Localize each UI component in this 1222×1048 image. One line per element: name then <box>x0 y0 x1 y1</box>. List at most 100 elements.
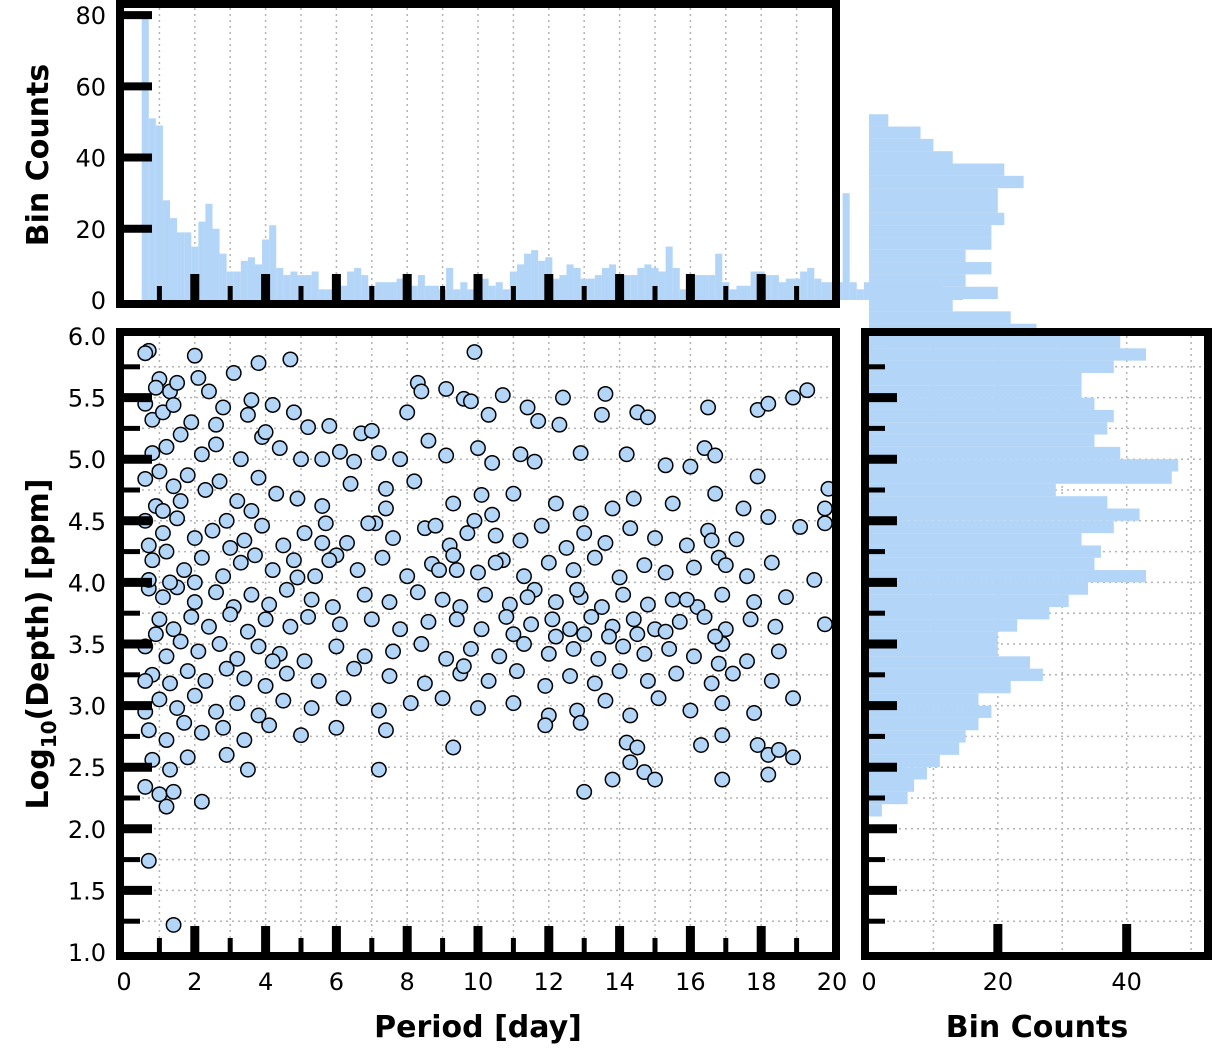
top-histogram-bar <box>601 267 609 300</box>
scatter-point <box>664 591 681 608</box>
scatter-point <box>162 574 178 591</box>
scatter-point <box>378 480 394 497</box>
scatter-point <box>448 562 465 579</box>
scatter-point <box>271 440 288 457</box>
right-histogram-bar <box>869 730 966 743</box>
scatter-point <box>537 717 554 734</box>
scatter-point <box>714 771 731 788</box>
scatter-point <box>137 673 154 689</box>
top-histogram-bar <box>516 264 525 300</box>
scatter-point <box>275 692 292 709</box>
scatter-point <box>331 616 348 633</box>
scatter-point <box>639 409 656 426</box>
scatter-y-tick-label: 6.0 <box>68 323 106 351</box>
scatter-point <box>363 422 380 439</box>
scatter-point <box>540 645 557 662</box>
scatter-point <box>385 530 401 546</box>
top-histogram-bar <box>410 285 418 300</box>
scatter-point <box>378 500 394 517</box>
top-histogram-bar <box>651 267 659 300</box>
scatter-point <box>172 493 189 510</box>
scatter-point <box>636 557 653 574</box>
scatter-point <box>162 675 178 692</box>
right-histogram-bar <box>869 656 1031 669</box>
scatter-point <box>303 591 320 608</box>
scatter-point <box>661 640 678 657</box>
scatter-y-tick-label: 2.0 <box>68 816 106 844</box>
scatter-point <box>356 648 373 665</box>
top-histogram-bar <box>566 264 574 300</box>
scatter-point <box>289 569 306 586</box>
scatter-point <box>438 381 455 397</box>
scatter-point <box>555 389 571 406</box>
scatter-point <box>147 626 164 643</box>
scatter-point <box>169 700 186 717</box>
scatter-point <box>250 638 267 655</box>
scatter-point <box>576 783 593 800</box>
scatter-point <box>625 490 642 507</box>
scatter-x-tick-label: 0 <box>116 968 131 996</box>
scatter-point <box>165 916 182 933</box>
right-histogram-bar <box>869 286 998 300</box>
right-histogram-bar <box>869 397 1095 410</box>
top-y-tick-label: 0 <box>91 287 106 315</box>
scatter-point <box>696 608 713 625</box>
scatter-point <box>193 793 210 810</box>
right-histogram-bar <box>869 126 921 139</box>
scatter-point <box>385 643 401 660</box>
scatter-point <box>647 530 663 546</box>
top-histogram-bar <box>269 225 277 300</box>
top-histogram-bar <box>205 203 213 300</box>
right-histogram-bar <box>869 151 953 164</box>
scatter-point <box>147 379 164 396</box>
right-histogram-bar <box>869 237 992 250</box>
scatter-point <box>243 586 260 603</box>
right-histogram-bar <box>869 545 1101 558</box>
scatter-point <box>208 703 224 720</box>
right-x-tick-label: 20 <box>983 968 1014 996</box>
right-histogram-bar <box>869 212 1005 226</box>
right-histogram-bar <box>869 262 992 275</box>
scatter-point <box>519 399 536 416</box>
top-histogram-bar <box>162 200 171 300</box>
scatter-point <box>201 618 217 635</box>
top-histogram-bar <box>538 260 546 300</box>
right-histogram-bar <box>869 644 998 657</box>
scatter-point <box>604 771 621 788</box>
scatter-point <box>785 389 802 406</box>
top-histogram-bar <box>170 218 178 300</box>
scatter-point <box>236 732 253 749</box>
scatter-point <box>576 525 593 542</box>
top-histogram-bar <box>396 278 404 300</box>
scatter-point <box>512 532 529 549</box>
scatter-x-tick-label: 16 <box>675 968 706 996</box>
scatter-point <box>593 599 610 615</box>
y-label-depth-ppm: (Depth) [ppm] <box>21 479 56 721</box>
top-histogram-bar <box>262 239 270 300</box>
scatter-point <box>293 451 309 468</box>
scatter-point <box>735 500 752 517</box>
scatter-point <box>222 606 239 623</box>
scatter-point <box>558 539 575 556</box>
top-histogram-bar <box>325 289 333 300</box>
scatter-point <box>261 596 278 613</box>
right-histogram-bar <box>869 508 1140 521</box>
scatter-point <box>236 532 253 549</box>
scatter-point <box>137 778 154 795</box>
scatter-point <box>533 517 550 534</box>
scatter-point <box>293 727 309 744</box>
scatter-ticks <box>124 364 800 952</box>
scatter-point <box>459 525 476 542</box>
scatter-point <box>455 658 472 675</box>
scatter-point <box>438 447 455 464</box>
scatter-point <box>639 596 656 613</box>
scatter-point <box>321 417 338 434</box>
scatter-point <box>413 383 430 400</box>
scatter-point <box>186 594 203 611</box>
top-histogram-bar <box>318 289 326 300</box>
top-histogram-bar <box>800 271 808 300</box>
scatter-point <box>176 562 193 579</box>
scatter-point <box>519 589 536 606</box>
scatter-point <box>420 613 437 630</box>
top-histogram-bar <box>290 271 298 300</box>
